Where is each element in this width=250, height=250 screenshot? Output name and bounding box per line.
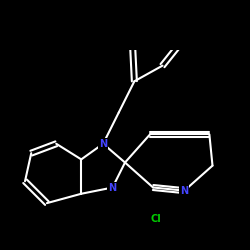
Text: N: N	[99, 139, 107, 149]
Text: N: N	[108, 182, 116, 192]
Text: N: N	[180, 186, 188, 196]
Text: Cl: Cl	[151, 214, 162, 224]
